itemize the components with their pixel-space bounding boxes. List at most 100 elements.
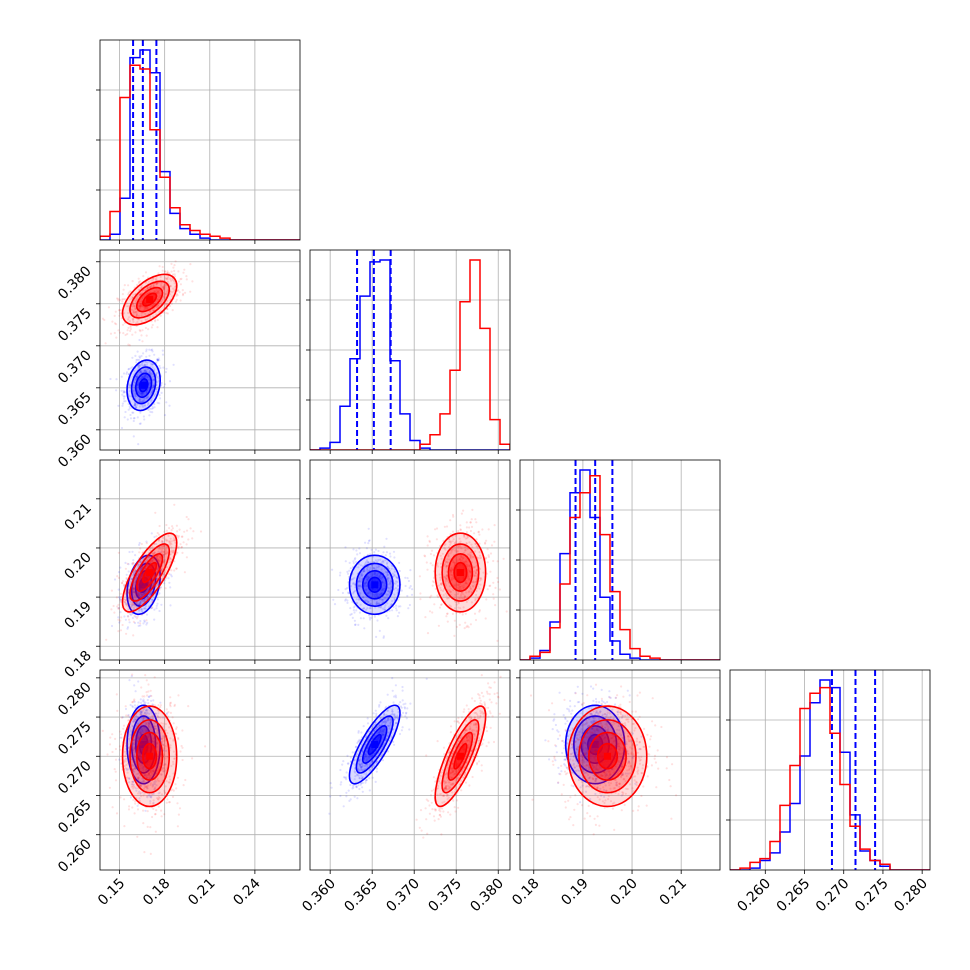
- scatter-point: [169, 705, 172, 708]
- scatter-point: [146, 395, 150, 399]
- scatter-point: [136, 320, 139, 324]
- scatter-point: [158, 731, 162, 734]
- scatter-point: [452, 561, 455, 564]
- scatter-point: [181, 535, 184, 538]
- scatter-point: [487, 554, 490, 557]
- scatter-point: [367, 560, 370, 564]
- scatter-point: [138, 378, 141, 382]
- scatter-point: [344, 599, 347, 602]
- contour-line: [441, 543, 480, 602]
- scatter-point: [141, 565, 144, 569]
- scatter-point: [128, 599, 131, 602]
- scatter-point: [137, 749, 140, 752]
- scatter-point: [124, 750, 127, 753]
- scatter-point: [160, 722, 163, 725]
- scatter-point: [451, 530, 455, 533]
- scatter-point: [357, 566, 360, 569]
- scatter-point: [132, 571, 135, 574]
- scatter-point: [386, 593, 389, 596]
- scatter-point: [464, 560, 467, 563]
- scatter-point: [140, 560, 143, 563]
- scatter-point: [125, 599, 128, 602]
- scatter-point: [134, 615, 137, 619]
- scatter-point: [162, 288, 166, 291]
- scatter-point: [128, 737, 131, 741]
- scatter-point: [137, 315, 140, 318]
- scatter-point: [144, 374, 147, 377]
- scatter-point: [145, 318, 148, 321]
- scatter-point: [156, 741, 159, 744]
- scatter-point: [447, 546, 451, 549]
- scatter-point: [125, 591, 128, 595]
- scatter-point: [134, 393, 137, 396]
- scatter-point: [446, 620, 449, 623]
- scatter-point: [167, 276, 170, 279]
- scatter-point: [138, 799, 141, 803]
- scatter-point: [388, 591, 392, 594]
- scatter-point: [173, 560, 176, 563]
- scatter-point: [152, 378, 155, 381]
- scatter-point: [173, 269, 176, 272]
- scatter-point: [387, 583, 391, 586]
- scatter-point: [132, 780, 135, 784]
- scatter-point: [96, 597, 98, 599]
- scatter-point: [139, 792, 142, 795]
- scatter-point: [116, 297, 119, 300]
- scatter-point: [137, 756, 140, 759]
- scatter-point: [141, 329, 144, 332]
- scatter-point: [135, 298, 138, 301]
- scatter-point: [143, 735, 146, 739]
- scatter-point: [360, 573, 363, 577]
- scatter-point: [463, 534, 466, 537]
- scatter-point: [155, 288, 158, 291]
- scatter-point: [132, 738, 136, 742]
- scatter-point: [141, 728, 144, 731]
- scatter-point: [120, 716, 123, 719]
- scatter-point: [110, 608, 113, 611]
- scatter-point: [121, 716, 124, 719]
- scatter-point: [136, 777, 139, 780]
- scatter-point: [147, 736, 150, 739]
- scatter-point: [154, 787, 157, 791]
- scatter-point: [142, 717, 145, 720]
- scatter-point: [157, 290, 160, 293]
- scatter-point: [151, 280, 154, 283]
- scatter-point: [166, 277, 169, 280]
- scatter-point: [157, 539, 160, 542]
- scatter-point: [429, 552, 432, 556]
- scatter-point: [367, 539, 371, 543]
- scatter-point: [155, 570, 159, 573]
- scatter-point: [445, 566, 448, 569]
- scatter-point: [138, 300, 141, 304]
- scatter-point: [126, 591, 130, 594]
- scatter-point: [356, 601, 359, 605]
- scatter-point: [346, 572, 350, 575]
- scatter-point: [140, 712, 143, 715]
- scatter-point: [160, 286, 164, 289]
- scatter-point: [152, 715, 155, 718]
- scatter-point: [147, 794, 150, 797]
- scatter-point: [157, 725, 160, 728]
- scatter-point: [126, 332, 129, 336]
- scatter-point: [137, 565, 140, 568]
- scatter-point: [145, 369, 148, 372]
- contour-line: [348, 554, 401, 616]
- scatter-point: [474, 542, 477, 546]
- scatter-point: [173, 704, 176, 708]
- scatter-point: [132, 798, 135, 802]
- scatter-point: [106, 753, 109, 756]
- scatter-point: [389, 581, 392, 584]
- scatter-point: [430, 594, 433, 597]
- scatter-point: [132, 720, 135, 723]
- scatter-point: [485, 556, 488, 559]
- scatter-point: [131, 701, 134, 704]
- scatter-point: [142, 716, 145, 720]
- scatter-point: [140, 613, 143, 616]
- panel-frame: [309, 459, 511, 661]
- scatter-point: [122, 332, 125, 335]
- scatter-point: [140, 300, 143, 303]
- scatter-point: [159, 397, 162, 400]
- scatter-point: [155, 361, 158, 364]
- scatter-point: [140, 312, 143, 315]
- scatter-point: [409, 569, 412, 572]
